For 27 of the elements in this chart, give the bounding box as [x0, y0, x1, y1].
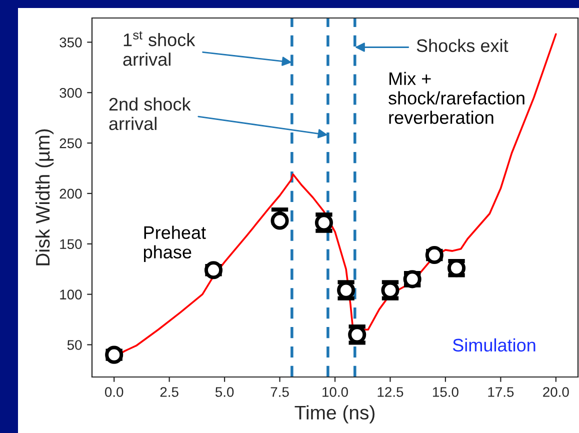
annotation: Mix + shock/rarefaction reverberation [388, 72, 524, 124]
annotation: 1$^{st}$ shock arrival [123, 31, 196, 66]
x-tick-label: 17.5 [488, 387, 514, 397]
x-tick-label: 20.0 [543, 387, 569, 397]
x-tick-label: 7.5 [270, 387, 289, 397]
annotation: 2nd shock arrival [109, 97, 191, 130]
x-tick-label: 0.0 [104, 387, 124, 397]
x-tick-label: 2.5 [160, 387, 178, 397]
y-tick-label: 350 [60, 38, 82, 48]
y-axis-title: Disk Width (µm) [35, 129, 54, 266]
point [105, 346, 124, 364]
y-tick-label: 250 [60, 138, 82, 148]
annotation: Simulation [452, 338, 536, 352]
x-tick-label: 15.0 [433, 387, 458, 397]
y-tick-label: 50 [67, 340, 82, 350]
y-tick-label: 100 [60, 290, 82, 300]
point [204, 261, 223, 280]
x-tick-label: 10.0 [322, 387, 348, 397]
point [270, 212, 289, 230]
x-tick-label: 12.5 [378, 387, 404, 397]
annotation: Shocks exit [416, 38, 508, 52]
annotation: Preheat phase [144, 226, 206, 262]
x-axis-title: Time (ns) [294, 405, 374, 424]
y-tick-label: 150 [60, 239, 82, 250]
y-tick-label: 200 [60, 188, 82, 199]
x-tick-label: 5.0 [215, 387, 234, 397]
y-tick-label: 300 [60, 88, 82, 98]
